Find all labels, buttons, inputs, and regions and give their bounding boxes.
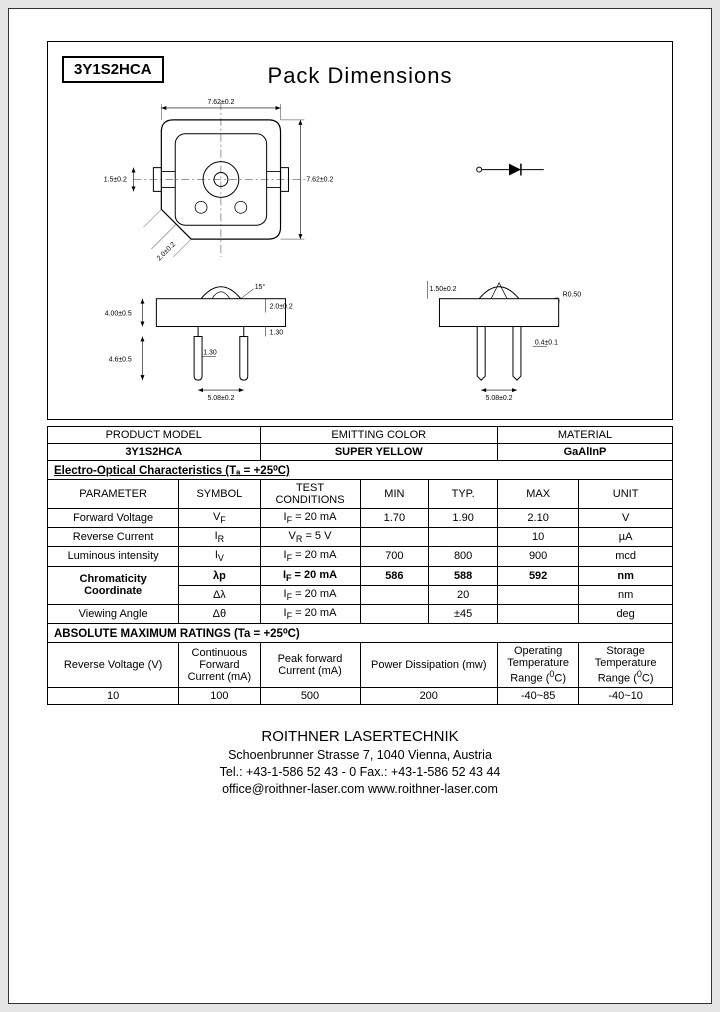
- eo-param: Viewing Angle: [48, 604, 179, 623]
- val-emitting-color: SUPER YELLOW: [260, 444, 498, 461]
- eo-hdr-unit: UNIT: [579, 480, 673, 509]
- hdr-emitting-color: EMITTING COLOR: [260, 427, 498, 444]
- eo-min: 1.70: [360, 509, 429, 528]
- eo-tc: IF = 20 mA: [260, 585, 360, 604]
- dim-side-pitch: 5.08±0.2: [486, 395, 513, 402]
- amr-val-cell: 10: [48, 687, 179, 704]
- eo-param: Chromaticity Coordinate: [48, 566, 179, 604]
- dim-lead-gap: 2.0±0.2: [270, 304, 293, 311]
- eo-hdr-symbol: SYMBOL: [179, 480, 260, 509]
- eo-unit: nm: [579, 566, 673, 585]
- eo-tc: IF = 20 mA: [260, 604, 360, 623]
- dim-side-dome: 1.50±0.2: [430, 286, 457, 293]
- eo-min: [360, 528, 429, 547]
- eo-tc: IF = 20 mA: [260, 566, 360, 585]
- eo-typ: 20: [429, 585, 498, 604]
- val-product-model: 3Y1S2HCA: [48, 444, 261, 461]
- amr-hdr-cell: Peak forward Current (mA): [260, 643, 360, 688]
- part-number-badge: 3Y1S2HCA: [62, 56, 164, 83]
- company-tel: Tel.: +43-1-586 52 43 - 0 Fax.: +43-1-58…: [47, 764, 673, 781]
- company-web: office@roithner-laser.com www.roithner-l…: [47, 781, 673, 798]
- eo-row: Reverse CurrentIRVR = 5 V 10µA: [48, 528, 673, 547]
- amr-hdr-cell: Storage Temperature Range (0C): [579, 643, 673, 688]
- drawing-frame: 3Y1S2HCA Pack Dimensions: [47, 41, 673, 420]
- dim-side-leadw: 0.4±0.1: [535, 339, 558, 346]
- eo-hdr-max: MAX: [498, 480, 579, 509]
- dim-chamfer: 2.0±0.2: [156, 241, 177, 262]
- eo-hdr-tc: TEST CONDITIONS: [260, 480, 360, 509]
- eo-tc: IF = 20 mA: [260, 509, 360, 528]
- eo-hdr-min: MIN: [360, 480, 429, 509]
- datasheet-page: 3Y1S2HCA Pack Dimensions: [8, 8, 712, 1004]
- amr-hdr-cell: Continuous Forward Current (mA): [179, 643, 260, 688]
- eo-hdr-typ: TYP.: [429, 480, 498, 509]
- eo-min: [360, 604, 429, 623]
- dim-lead-len: 4.6±0.5: [109, 356, 132, 363]
- amr-hdr-cell: Power Dissipation (mw): [360, 643, 498, 688]
- eo-typ: 588: [429, 566, 498, 585]
- eo-row: Luminous intensityIVIF = 20 mA700800900m…: [48, 547, 673, 566]
- val-material: GaAlInP: [498, 444, 673, 461]
- eo-max: [498, 585, 579, 604]
- company-name: ROITHNER LASERTECHNIK: [47, 727, 673, 747]
- dim-lead-off: 1.30: [203, 349, 217, 356]
- amr-val-cell: 200: [360, 687, 498, 704]
- amr-hdr-cell: Reverse Voltage (V): [48, 643, 179, 688]
- mechanical-drawing: 7.62±0.2 7.62±0.2 1.5±0.2 2.0±0.2: [62, 99, 658, 409]
- product-model-table: PRODUCT MODEL EMITTING COLOR MATERIAL 3Y…: [47, 426, 673, 705]
- amr-hdr-cell: Operating Temperature Range (0C): [498, 643, 579, 688]
- eo-section-title: Electro-Optical Characteristics (Tₐ = +2…: [48, 461, 673, 480]
- eo-param: Reverse Current: [48, 528, 179, 547]
- dim-side-r: R0.50: [563, 292, 582, 299]
- dim-top-width: 7.62±0.2: [207, 99, 234, 106]
- eo-tc: IF = 20 mA: [260, 547, 360, 566]
- eo-max: 2.10: [498, 509, 579, 528]
- eo-max: 592: [498, 566, 579, 585]
- amr-val-cell: 100: [179, 687, 260, 704]
- eo-typ: 800: [429, 547, 498, 566]
- amr-val-cell: -40~10: [579, 687, 673, 704]
- hdr-product-model: PRODUCT MODEL: [48, 427, 261, 444]
- dim-lead-pitch: 5.08±0.2: [207, 395, 234, 402]
- amr-val-cell: -40~85: [498, 687, 579, 704]
- dim-front-body: 4.00±0.5: [105, 311, 132, 318]
- company-footer: ROITHNER LASERTECHNIK Schoenbrunner Stra…: [47, 727, 673, 798]
- eo-symbol: λp: [179, 566, 260, 585]
- eo-typ: [429, 528, 498, 547]
- dim-lead-shelf: 1.30: [270, 329, 284, 336]
- hdr-material: MATERIAL: [498, 427, 673, 444]
- eo-symbol: IV: [179, 547, 260, 566]
- eo-tc: VR = 5 V: [260, 528, 360, 547]
- eo-row: Chromaticity CoordinateλpIF = 20 mA58658…: [48, 566, 673, 585]
- eo-param: Forward Voltage: [48, 509, 179, 528]
- eo-unit: nm: [579, 585, 673, 604]
- eo-unit: µA: [579, 528, 673, 547]
- eo-symbol: VF: [179, 509, 260, 528]
- dim-notch: 1.5±0.2: [104, 176, 127, 183]
- eo-symbol: Δθ: [179, 604, 260, 623]
- eo-hdr-param: PARAMETER: [48, 480, 179, 509]
- eo-symbol: IR: [179, 528, 260, 547]
- eo-unit: mcd: [579, 547, 673, 566]
- eo-row: Viewing AngleΔθIF = 20 mA ±45 deg: [48, 604, 673, 623]
- eo-max: 900: [498, 547, 579, 566]
- eo-unit: V: [579, 509, 673, 528]
- eo-min: [360, 585, 429, 604]
- dim-top-height: 7.62±0.2: [306, 176, 333, 183]
- amr-section-title: ABSOLUTE MAXIMUM RATINGS (Ta = +25⁰C): [48, 624, 673, 643]
- eo-typ: 1.90: [429, 509, 498, 528]
- eo-max: [498, 604, 579, 623]
- eo-min: 700: [360, 547, 429, 566]
- eo-max: 10: [498, 528, 579, 547]
- eo-typ: ±45: [429, 604, 498, 623]
- company-address: Schoenbrunner Strasse 7, 1040 Vienna, Au…: [47, 747, 673, 764]
- eo-unit: deg: [579, 604, 673, 623]
- eo-row: Forward VoltageVFIF = 20 mA1.701.902.10V: [48, 509, 673, 528]
- diode-symbol-icon: [477, 164, 544, 176]
- eo-min: 586: [360, 566, 429, 585]
- amr-val-cell: 500: [260, 687, 360, 704]
- eo-symbol: Δλ: [179, 585, 260, 604]
- eo-param: Luminous intensity: [48, 547, 179, 566]
- svg-text:15°: 15°: [255, 283, 266, 291]
